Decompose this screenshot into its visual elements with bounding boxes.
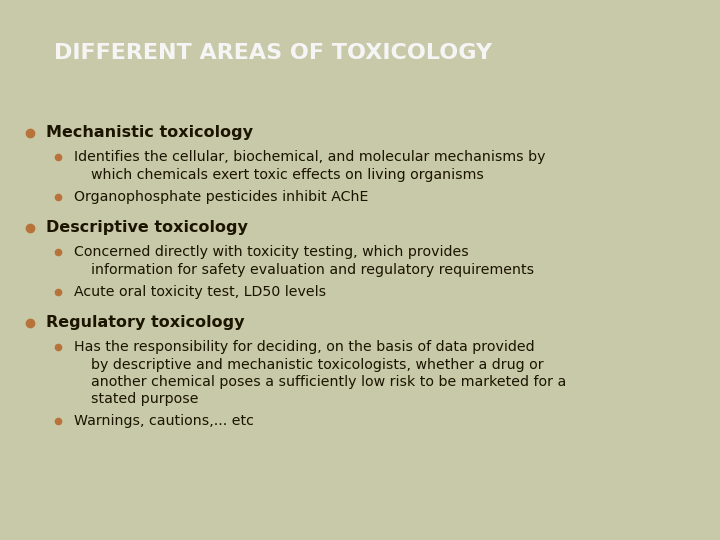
Text: Has the responsibility for deciding, on the basis of data provided: Has the responsibility for deciding, on … xyxy=(74,340,535,354)
Text: Organophosphate pesticides inhibit AChE: Organophosphate pesticides inhibit AChE xyxy=(74,191,369,205)
Text: information for safety evaluation and regulatory requirements: information for safety evaluation and re… xyxy=(82,264,534,278)
Text: Regulatory toxicology: Regulatory toxicology xyxy=(46,315,245,330)
Text: Warnings, cautions,... etc: Warnings, cautions,... etc xyxy=(74,414,254,428)
Text: Acute oral toxicity test, LD50 levels: Acute oral toxicity test, LD50 levels xyxy=(74,286,326,299)
Text: Identifies the cellular, biochemical, and molecular mechanisms by: Identifies the cellular, biochemical, an… xyxy=(74,151,546,164)
Text: Concerned directly with toxicity testing, which provides: Concerned directly with toxicity testing… xyxy=(74,245,469,259)
Text: DIFFERENT AREAS OF TOXICOLOGY: DIFFERENT AREAS OF TOXICOLOGY xyxy=(54,43,492,63)
Text: which chemicals exert toxic effects on living organisms: which chemicals exert toxic effects on l… xyxy=(82,168,484,183)
Text: stated purpose: stated purpose xyxy=(82,393,199,407)
Text: Mechanistic toxicology: Mechanistic toxicology xyxy=(46,125,253,140)
Text: Descriptive toxicology: Descriptive toxicology xyxy=(46,220,248,235)
Text: by descriptive and mechanistic toxicologists, whether a drug or: by descriptive and mechanistic toxicolog… xyxy=(82,359,544,373)
Text: another chemical poses a sufficiently low risk to be marketed for a: another chemical poses a sufficiently lo… xyxy=(82,375,566,389)
